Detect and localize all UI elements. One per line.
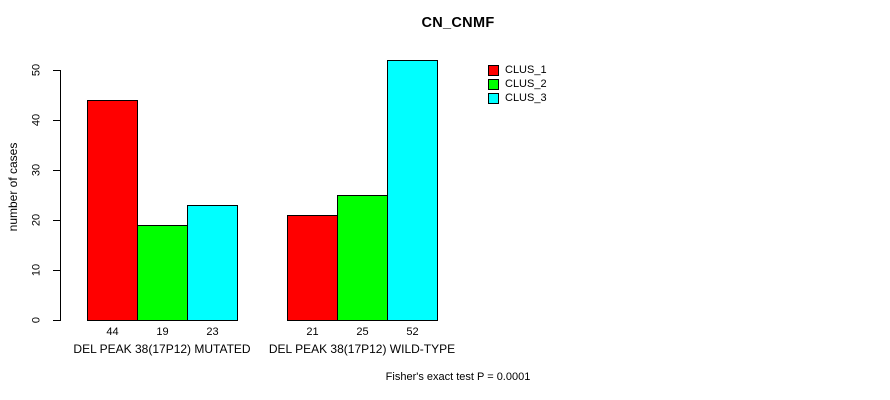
legend-swatch-icon xyxy=(488,92,499,104)
y-axis-line xyxy=(60,70,61,321)
y-axis-label: number of cases xyxy=(6,142,20,232)
y-axis-tick-label: 20 xyxy=(30,213,43,227)
bar-value-label: 19 xyxy=(156,326,169,338)
y-axis-tick-label: 0 xyxy=(30,316,43,324)
bar-value-label: 52 xyxy=(406,326,419,338)
legend-item-clus_2: CLUS_2 xyxy=(488,77,547,91)
bar-clus_2-group1 xyxy=(137,225,188,321)
bar-clus_3-group1 xyxy=(187,205,238,321)
legend-label: CLUS_1 xyxy=(505,63,547,76)
bar-value-label: 25 xyxy=(356,326,369,338)
y-axis-tick xyxy=(53,270,60,271)
legend-swatch-icon xyxy=(488,78,499,90)
legend-label: CLUS_2 xyxy=(505,77,547,90)
fisher-test-caption: Fisher's exact test P = 0.0001 xyxy=(385,371,531,383)
y-axis-tick-label: 10 xyxy=(30,263,43,277)
y-axis-tick-label: 40 xyxy=(30,113,43,127)
y-axis-tick-label: 30 xyxy=(30,163,43,177)
chart-title: CN_CNMF xyxy=(421,15,495,31)
x-category-label: DEL PEAK 38(17P12) WILD-TYPE xyxy=(268,342,456,356)
y-axis-tick xyxy=(53,170,60,171)
legend-label: CLUS_3 xyxy=(505,91,547,104)
bar-value-label: 21 xyxy=(306,326,319,338)
bar-clus_3-group2 xyxy=(387,60,438,321)
bar-clus_1-group1 xyxy=(87,100,138,321)
legend: CLUS_1 CLUS_2 CLUS_3 xyxy=(488,63,547,105)
x-category-label: DEL PEAK 38(17P12) MUTATED xyxy=(73,342,251,356)
legend-item-clus_3: CLUS_3 xyxy=(488,91,547,105)
bar-clus_2-group2 xyxy=(337,195,388,321)
bar-clus_1-group2 xyxy=(287,215,338,321)
y-axis-tick xyxy=(53,120,60,121)
y-axis-tick xyxy=(53,70,60,71)
legend-item-clus_1: CLUS_1 xyxy=(488,63,547,77)
bar-value-label: 44 xyxy=(106,326,119,338)
y-axis-tick xyxy=(53,220,60,221)
bar-value-label: 23 xyxy=(206,326,219,338)
y-axis-tick-label: 50 xyxy=(30,63,43,77)
y-axis-tick xyxy=(53,320,60,321)
legend-swatch-icon xyxy=(488,64,499,76)
